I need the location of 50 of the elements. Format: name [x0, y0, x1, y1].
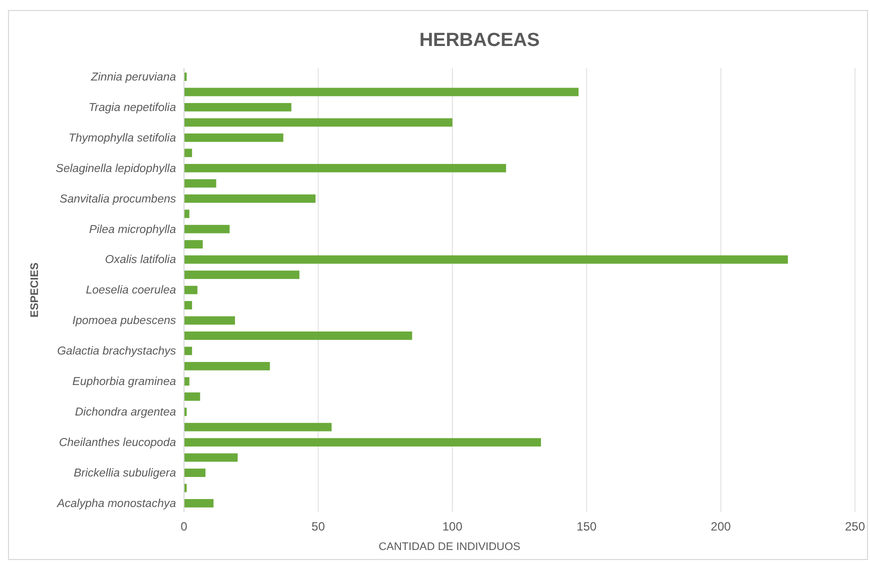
y-tick-label: Selaginella lepidophylla	[56, 162, 176, 175]
bar	[184, 468, 206, 477]
x-tick-label: 250	[844, 520, 866, 534]
chart-title: HERBACEAS	[419, 30, 540, 51]
bar	[184, 301, 192, 310]
bar	[184, 438, 541, 447]
bar	[184, 377, 190, 386]
bar	[184, 422, 332, 432]
x-tick-label: 0	[180, 520, 188, 534]
bar	[184, 316, 235, 325]
bar	[184, 164, 506, 172]
bar	[184, 133, 284, 142]
y-tick-label: Pilea microphylla	[89, 224, 176, 236]
bar	[184, 210, 190, 218]
y-tick-label: Cheilanthes leucopoda	[58, 436, 176, 449]
y-tick-label: Ipomoea pubescens	[72, 315, 176, 328]
x-tick-label: 50	[312, 520, 326, 534]
bar	[184, 148, 192, 158]
bar	[184, 118, 452, 127]
x-tick-label: 200	[710, 520, 732, 534]
bar	[184, 270, 300, 279]
y-tick-label: Brickellia subuligera	[74, 467, 176, 480]
bar	[184, 286, 198, 294]
y-tick-label: Tragia nepetifolia	[88, 102, 176, 114]
bar	[184, 179, 216, 188]
bar	[184, 255, 788, 264]
bar	[184, 499, 214, 508]
bar	[184, 240, 203, 248]
y-tick-label: Dichondra argentea	[74, 406, 176, 419]
x-tick-label: 150	[576, 520, 597, 534]
bar	[184, 88, 579, 96]
x-tick-label: 100	[442, 520, 463, 534]
bar	[184, 453, 238, 462]
bar	[184, 346, 192, 356]
y-tick-label: Loeselia coerulea	[86, 284, 176, 297]
bar	[184, 362, 270, 370]
y-tick-label: Acalypha monostachya	[56, 498, 176, 510]
y-tick-label: Oxalis latifolia	[105, 254, 176, 266]
bar	[184, 224, 230, 234]
y-tick-label: Zinnia peruviana	[90, 71, 176, 84]
bar	[184, 332, 412, 340]
y-tick-label: Sanvitalia procumbens	[60, 193, 176, 206]
x-axis-title: CANTIDAD DE INDIVIDUOS	[378, 541, 520, 553]
y-tick-label: Thymophylla setifolia	[68, 132, 176, 144]
bar	[184, 103, 292, 112]
y-tick-label: Galactia brachystachys	[57, 346, 176, 358]
bar	[184, 194, 316, 203]
y-tick-label: Euphorbia graminea	[72, 376, 176, 388]
y-axis-title: ESPECIES	[29, 262, 41, 318]
bar	[184, 392, 200, 401]
